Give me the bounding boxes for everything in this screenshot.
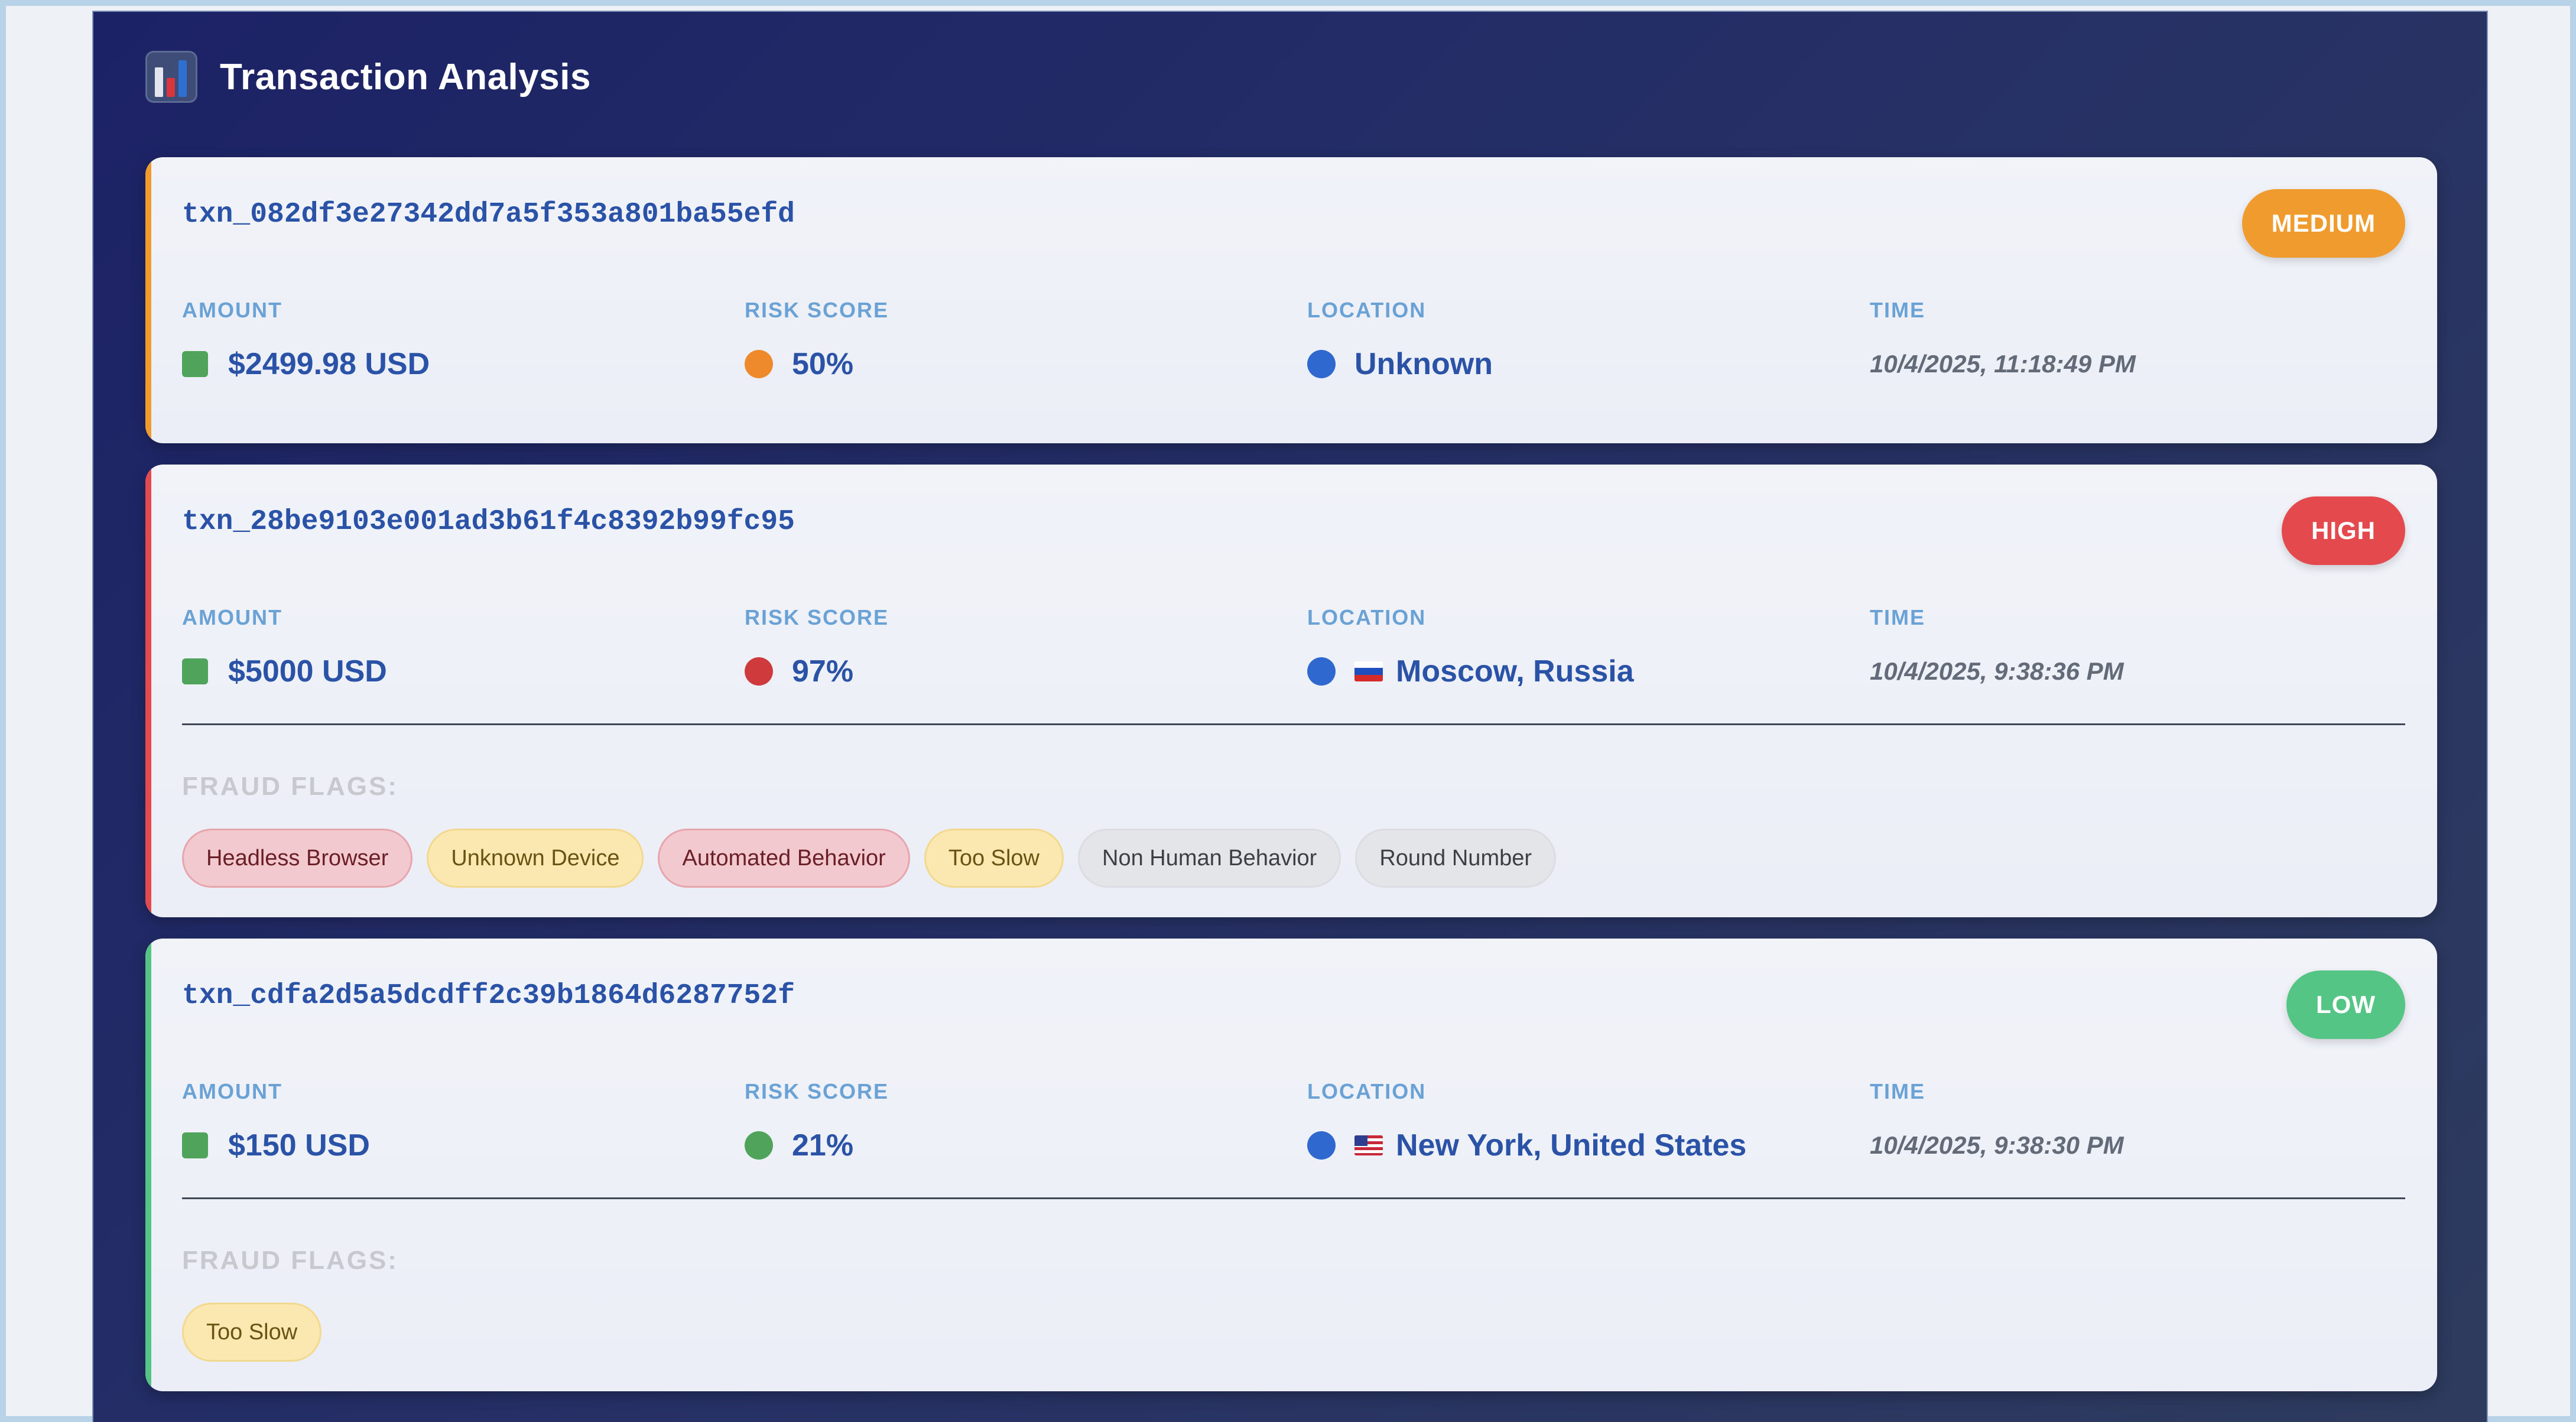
risk-score-value: 97%	[792, 654, 854, 689]
amount-label: AMOUNT	[182, 605, 282, 629]
fraud-flag-chip[interactable]: Non Human Behavior	[1078, 829, 1341, 888]
risk-indicator-icon	[745, 1131, 773, 1160]
time-label: TIME	[1870, 605, 1925, 629]
fraud-flag-chip[interactable]: Unknown Device	[427, 829, 644, 888]
russia-flag-icon	[1354, 661, 1383, 681]
fraud-flag-chip[interactable]: Too Slow	[924, 829, 1064, 888]
risk-accent-bar	[145, 465, 151, 917]
panel-header: Transaction Analysis	[145, 47, 591, 106]
money-icon	[182, 1132, 208, 1158]
transaction-analysis-panel: Transaction Analysis txn_082df3e27342dd7…	[93, 12, 2487, 1422]
risk-score-value-row: 50%	[745, 346, 889, 382]
risk-score-label: RISK SCORE	[745, 605, 889, 629]
money-icon	[182, 351, 208, 377]
risk-accent-bar	[145, 157, 151, 443]
fraud-flag-chip[interactable]: Round Number	[1355, 829, 1557, 888]
time-value: 10/4/2025, 9:38:30 PM	[1870, 1131, 2124, 1159]
amount-value: $2499.98 USD	[228, 347, 430, 381]
fraud-flag-chip[interactable]: Headless Browser	[182, 829, 413, 888]
fraud-flag-list: Too Slow	[182, 1303, 336, 1362]
transaction-id[interactable]: txn_cdfa2d5a5dcdff2c39b1864d6287752f	[182, 980, 795, 1012]
location-value: Moscow, Russia	[1396, 654, 1634, 689]
location-pin-icon	[1307, 350, 1336, 378]
risk-level-badge: LOW	[2286, 970, 2405, 1039]
time-value: 10/4/2025, 9:38:36 PM	[1870, 657, 2124, 685]
fraud-flag-chip[interactable]: Too Slow	[182, 1303, 322, 1362]
risk-level-badge: HIGH	[2282, 496, 2405, 565]
transaction-card[interactable]: txn_082df3e27342dd7a5f353a801ba55efd MED…	[145, 157, 2437, 443]
bar-chart-icon	[145, 51, 197, 103]
page-title: Transaction Analysis	[220, 56, 591, 98]
location-value-row: Moscow, Russia	[1307, 654, 1634, 689]
usa-flag-icon	[1354, 1135, 1383, 1155]
section-divider	[182, 723, 2405, 725]
amount-value-row: $2499.98 USD	[182, 346, 430, 382]
risk-indicator-icon	[745, 657, 773, 686]
location-pin-icon	[1307, 1131, 1336, 1160]
location-value: Unknown	[1354, 347, 1493, 381]
time-value: 10/4/2025, 11:18:49 PM	[1870, 350, 2136, 378]
amount-value: $150 USD	[228, 1128, 370, 1163]
location-field: LOCATION Moscow, Russia	[1307, 605, 1634, 689]
fraud-flags-label: FRAUD FLAGS:	[182, 1246, 398, 1275]
location-label: LOCATION	[1307, 298, 1427, 322]
location-label: LOCATION	[1307, 605, 1427, 629]
transaction-id[interactable]: txn_082df3e27342dd7a5f353a801ba55efd	[182, 199, 795, 230]
location-value: New York, United States	[1396, 1128, 1747, 1163]
amount-value-row: $150 USD	[182, 1128, 370, 1163]
risk-score-value: 50%	[792, 347, 854, 381]
risk-score-label: RISK SCORE	[745, 1079, 889, 1103]
risk-score-value-row: 97%	[745, 654, 889, 689]
amount-field: AMOUNT $150 USD	[182, 1079, 370, 1163]
chart-bar-red	[167, 78, 175, 97]
time-label: TIME	[1870, 1079, 1925, 1103]
time-label: TIME	[1870, 298, 1925, 322]
location-value-row: New York, United States	[1307, 1128, 1746, 1163]
transaction-card[interactable]: txn_28be9103e001ad3b61f4c8392b99fc95 HIG…	[145, 465, 2437, 917]
risk-indicator-icon	[745, 350, 773, 378]
amount-label: AMOUNT	[182, 1079, 282, 1103]
money-icon	[182, 658, 208, 684]
time-field: TIME 10/4/2025, 9:38:30 PM	[1870, 1079, 2124, 1163]
risk-score-value-row: 21%	[745, 1128, 889, 1163]
risk-score-field: RISK SCORE 97%	[745, 605, 889, 689]
amount-value: $5000 USD	[228, 654, 387, 689]
time-field: TIME 10/4/2025, 11:18:49 PM	[1870, 298, 2136, 382]
transaction-id[interactable]: txn_28be9103e001ad3b61f4c8392b99fc95	[182, 506, 795, 538]
fraud-flag-chip[interactable]: Automated Behavior	[658, 829, 910, 888]
risk-score-field: RISK SCORE 21%	[745, 1079, 889, 1163]
transaction-card[interactable]: txn_cdfa2d5a5dcdff2c39b1864d6287752f LOW…	[145, 939, 2437, 1391]
location-label: LOCATION	[1307, 1079, 1427, 1103]
risk-score-label: RISK SCORE	[745, 298, 889, 322]
risk-level-badge: MEDIUM	[2242, 189, 2405, 258]
location-value-row: Unknown	[1307, 346, 1493, 382]
fraud-flag-list: Headless Browser Unknown Device Automate…	[182, 829, 1570, 888]
location-field: LOCATION Unknown	[1307, 298, 1493, 382]
chart-bar-white	[155, 67, 163, 97]
risk-accent-bar	[145, 939, 151, 1391]
amount-field: AMOUNT $5000 USD	[182, 605, 387, 689]
amount-label: AMOUNT	[182, 298, 282, 322]
location-field: LOCATION New York, United States	[1307, 1079, 1746, 1163]
risk-score-field: RISK SCORE 50%	[745, 298, 889, 382]
time-field: TIME 10/4/2025, 9:38:36 PM	[1870, 605, 2124, 689]
chart-bar-blue	[178, 60, 187, 97]
amount-value-row: $5000 USD	[182, 654, 387, 689]
section-divider	[182, 1197, 2405, 1199]
location-pin-icon	[1307, 657, 1336, 686]
risk-score-value: 21%	[792, 1128, 854, 1163]
fraud-flags-label: FRAUD FLAGS:	[182, 772, 398, 801]
amount-field: AMOUNT $2499.98 USD	[182, 298, 430, 382]
